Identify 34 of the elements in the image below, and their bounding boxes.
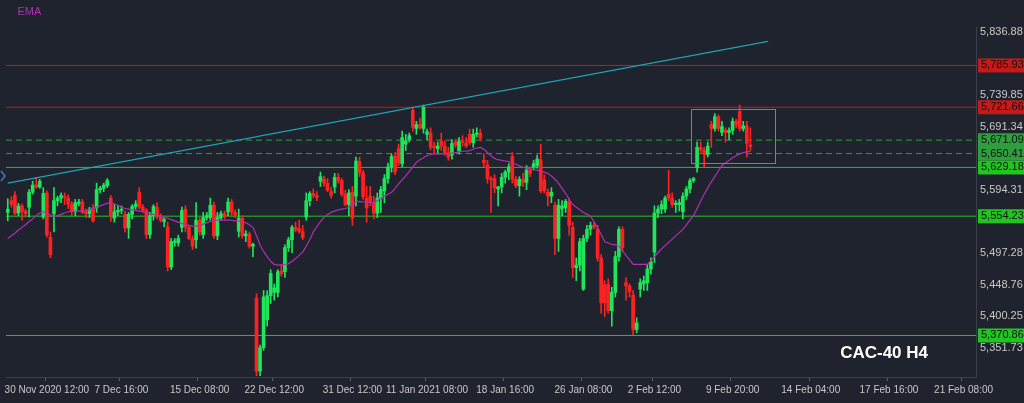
y-tick-label: 5,497.28 — [980, 246, 1023, 259]
ref-line-label: 5,650.41 — [981, 146, 1024, 159]
y-tick-label: 5,836.88 — [980, 25, 1023, 38]
candlestick — [624, 277, 628, 301]
y-tick-label: 5,691.34 — [980, 120, 1023, 132]
ref-line-label: 5,370.86 — [981, 328, 1024, 341]
x-tick-label: 15 Dec 08:00 — [169, 383, 230, 395]
x-tick-label: 26 Jan 08:00 — [554, 383, 613, 395]
y-tick-label: 5,351.73 — [980, 340, 1023, 353]
x-tick-label: 14 Feb 04:00 — [781, 383, 841, 395]
x-tick-label: 18 Jan 16:00 — [476, 383, 535, 395]
x-tick-label: 31 Dec 12:00 — [322, 383, 383, 395]
ref-line-label: 5,629.18 — [981, 160, 1024, 173]
candlestick — [709, 121, 714, 148]
ref-line-label: 5,671.09 — [981, 133, 1024, 146]
candlestick — [251, 242, 255, 257]
candlestick — [6, 198, 10, 222]
y-tick-label: 5,594.31 — [980, 183, 1023, 196]
text: EMA — [17, 4, 42, 17]
x-tick-label: 17 Feb 16:00 — [859, 383, 919, 395]
ref-line-label: 5,721.66 — [981, 100, 1024, 113]
x-tick-label: 30 Nov 2020 12:00 — [4, 383, 90, 395]
x-tick-label: 7 Dec 16:00 — [94, 383, 149, 395]
ref-line-label: 5,785.93 — [981, 58, 1024, 71]
x-tick-label: 2 Feb 12:00 — [627, 383, 682, 395]
x-tick-label: 22 Dec 12:00 — [244, 383, 305, 395]
y-tick-label: 5,400.25 — [980, 309, 1023, 322]
x-tick-label: 11 Jan 2021 08:00 — [385, 383, 469, 395]
annotation: CAC-40 H4 — [840, 342, 929, 362]
ref-line-label: 5,554.23 — [981, 209, 1024, 222]
y-tick-label: 5,739.85 — [980, 88, 1023, 101]
x-tick-label: 21 Feb 08:00 — [934, 383, 994, 395]
x-tick-label: 9 Feb 20:00 — [705, 383, 760, 395]
y-tick-label: 5,448.76 — [980, 277, 1023, 290]
